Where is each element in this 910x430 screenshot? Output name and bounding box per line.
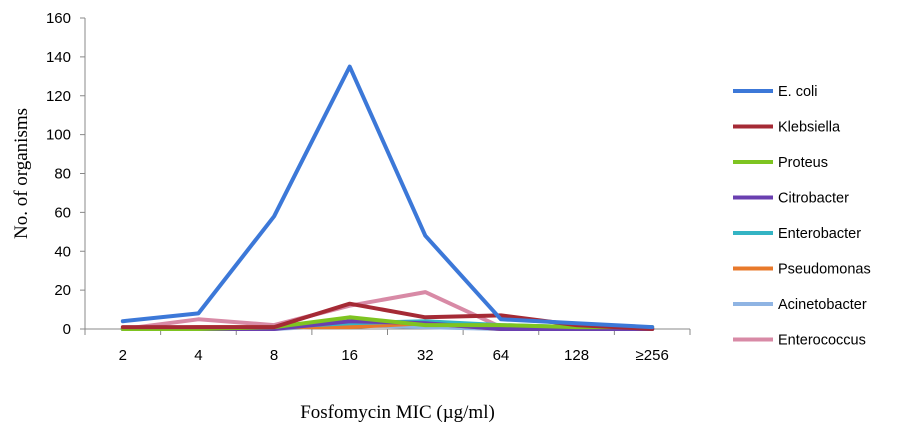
y-tick-label: 160 [46, 10, 71, 27]
legend-label: Proteus [778, 155, 828, 171]
y-tick-label: 100 [46, 127, 71, 144]
legend-label: Enterobacter [778, 226, 861, 242]
y-tick-label: 80 [54, 166, 71, 183]
x-axis-title: Fosfomycin MIC (µg/ml) [300, 402, 495, 423]
plot-axes [84, 18, 690, 330]
legend-label: Pseudomonas [778, 262, 871, 278]
legend: E. coli Klebsiella Proteus Citrobacter Enter… [733, 84, 871, 349]
x-axis-ticks: 2 4 8 16 32 64 128 ≥256 [84, 329, 691, 364]
x-tick-label: 64 [493, 347, 510, 364]
x-tick-label: 16 [341, 347, 358, 364]
x-tick-label: 32 [417, 347, 434, 364]
y-axis-title: No. of organisms [11, 108, 32, 239]
legend-label: Enterococcus [778, 333, 866, 349]
legend-label: Citrobacter [778, 191, 849, 207]
y-tick-label: 40 [54, 243, 71, 260]
y-tick-label: 120 [46, 88, 71, 105]
legend-label: E. coli [778, 84, 818, 100]
y-tick-label: 140 [46, 49, 71, 66]
x-tick-label: 8 [270, 347, 278, 364]
y-axis-ticks: 0 20 40 60 80 100 120 140 160 [46, 10, 85, 338]
x-tick-label: 2 [119, 347, 127, 364]
y-tick-label: 0 [63, 321, 71, 338]
legend-label: Acinetobacter [778, 297, 867, 313]
x-tick-label: 4 [194, 347, 202, 364]
legend-label: Klebsiella [778, 120, 841, 136]
y-tick-label: 20 [54, 282, 71, 299]
y-tick-label: 60 [54, 204, 71, 221]
series-line-e-coli [120, 64, 655, 330]
series-lines [120, 64, 655, 331]
x-tick-label: ≥256 [636, 347, 669, 364]
x-tick-label: 128 [564, 347, 589, 364]
